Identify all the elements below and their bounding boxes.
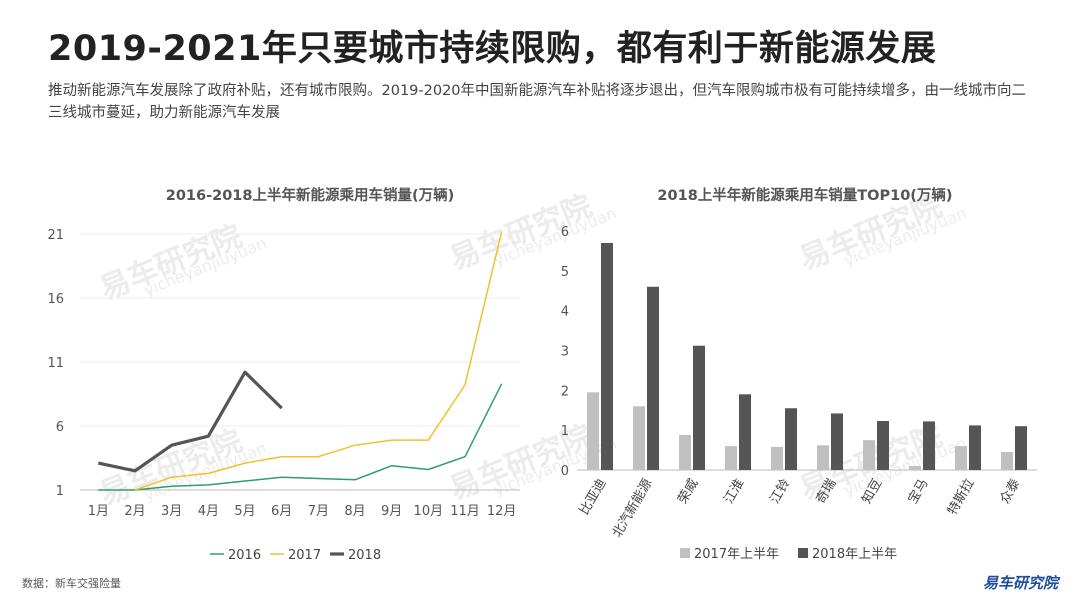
x-tick-label: 9月 [381, 504, 402, 519]
legend-swatch [798, 548, 808, 558]
y-tick-label: 0 [561, 464, 569, 479]
bar-江铃-2018年上半年 [785, 408, 797, 470]
legend-label-2017: 2017 [288, 548, 321, 563]
bar-江淮-2017年上半年 [725, 446, 737, 470]
x-tick-label: 众泰 [997, 477, 1023, 507]
bar-宝马-2017年上半年 [909, 466, 921, 470]
x-tick-label: 4月 [198, 504, 219, 519]
x-tick-label: 1月 [88, 504, 109, 519]
bar-众泰-2017年上半年 [1001, 452, 1013, 470]
x-tick-label: 2月 [124, 504, 145, 519]
bar-知豆-2017年上半年 [863, 440, 875, 470]
page-title: 2019-2021年只要城市持续限购，都有利于新能源发展 [48, 29, 937, 69]
legend-swatch [680, 548, 690, 558]
x-tick-label: 江铃 [767, 477, 793, 507]
x-tick-label: 北汽新能源 [609, 476, 655, 540]
x-tick-label: 宝马 [905, 477, 931, 507]
x-tick-label: 江淮 [721, 477, 747, 507]
legend-label: 2018年上半年 [812, 547, 897, 562]
y-tick-label: 16 [47, 292, 64, 307]
y-tick-label: 11 [47, 356, 64, 371]
bar-众泰-2018年上半年 [1015, 426, 1027, 470]
bar-宝马-2018年上半年 [923, 421, 935, 470]
y-tick-label: 21 [47, 228, 64, 243]
bar-北汽新能源-2017年上半年 [633, 406, 645, 470]
bar-chart-title: 2018上半年新能源乘用车销量TOP10(万辆) [657, 186, 952, 204]
bar-江淮-2018年上半年 [739, 394, 751, 470]
x-tick-label: 7月 [308, 504, 329, 519]
y-tick-label: 2 [561, 384, 569, 399]
legend-label-2018: 2018 [348, 548, 381, 563]
page-subtitle: 推动新能源汽车发展除了政府补贴，还有城市限购。2019-2020年中国新能源汽车… [48, 83, 1027, 121]
x-tick-label: 特斯拉 [945, 477, 977, 518]
bar-知豆-2018年上半年 [877, 421, 889, 470]
source-note: 数据：新车交强险量 [22, 577, 121, 590]
x-tick-label: 11月 [450, 504, 480, 519]
bar-特斯拉-2017年上半年 [955, 446, 967, 470]
legend-label-2016: 2016 [228, 548, 261, 563]
series-line-2017 [134, 231, 503, 491]
y-tick-label: 5 [561, 265, 569, 280]
bar-比亚迪-2017年上半年 [587, 392, 599, 470]
bar-特斯拉-2018年上半年 [969, 425, 981, 470]
y-tick-label: 1 [56, 484, 64, 499]
brand-logo: 易车研究院 [982, 574, 1058, 592]
y-tick-label: 6 [561, 225, 569, 240]
y-tick-label: 1 [561, 424, 569, 439]
x-tick-label: 12月 [487, 504, 517, 519]
bar-荣威-2018年上半年 [693, 345, 705, 470]
y-tick-label: 6 [56, 420, 64, 435]
x-tick-label: 荣威 [675, 477, 701, 507]
x-tick-label: 3月 [161, 504, 182, 519]
x-tick-label: 8月 [344, 504, 365, 519]
bar-奇瑞-2018年上半年 [831, 413, 843, 470]
x-tick-label: 比亚迪 [577, 477, 609, 518]
line-chart-title: 2016-2018上半年新能源乘用车销量(万辆) [166, 186, 454, 204]
series-line-2018 [97, 370, 283, 473]
bar-比亚迪-2018年上半年 [601, 242, 613, 470]
legend-label: 2017年上半年 [694, 547, 779, 562]
bar-江铃-2017年上半年 [771, 446, 783, 470]
bar-荣威-2017年上半年 [679, 434, 691, 470]
y-tick-label: 4 [561, 305, 569, 320]
series-line-2016 [98, 383, 503, 491]
x-tick-label: 10月 [414, 504, 444, 519]
x-tick-label: 6月 [271, 504, 292, 519]
bar-奇瑞-2017年上半年 [817, 445, 829, 470]
bar-北汽新能源-2018年上半年 [647, 286, 659, 470]
x-tick-label: 5月 [234, 504, 255, 519]
y-tick-label: 3 [561, 345, 569, 360]
